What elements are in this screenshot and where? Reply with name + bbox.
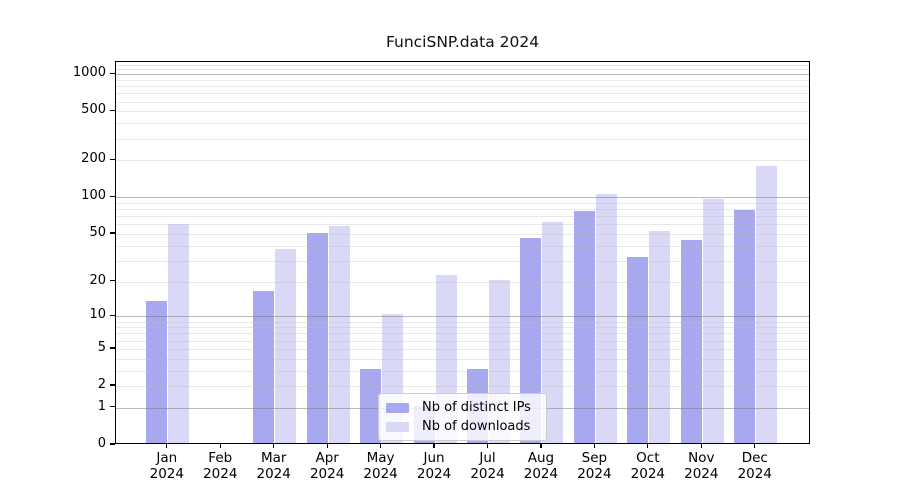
y-tick-mark-200 xyxy=(110,158,115,161)
x-tick-label-jan: Jan 2024 xyxy=(131,450,203,482)
x-tick-label-oct: Oct 2024 xyxy=(612,450,684,482)
x-tick-label-aug: Aug 2024 xyxy=(505,450,577,482)
legend-swatch-distinct-ips-icon xyxy=(386,402,409,413)
bar-nb-of-distinct-ips-sep xyxy=(573,210,595,443)
y-tick-label-10: 10 xyxy=(89,307,106,323)
x-tick-month: Jun xyxy=(423,450,445,466)
y-tick-mark-10 xyxy=(110,314,115,316)
bar-nb-of-distinct-ips-apr xyxy=(306,233,328,443)
y-tick-mark-1000 xyxy=(110,72,115,74)
x-tick-month: Feb xyxy=(208,450,233,466)
y-tick-label-1000: 1000 xyxy=(72,65,106,81)
bar-nb-of-distinct-ips-jan xyxy=(146,301,168,443)
bars-layer xyxy=(116,62,809,443)
x-tick-mark-jul xyxy=(486,444,489,448)
bar-nb-of-distinct-ips-mar xyxy=(253,291,275,443)
x-tick-year: 2024 xyxy=(470,465,505,482)
x-tick-label-may: May 2024 xyxy=(345,450,417,482)
y-tick-label-0: 0 xyxy=(97,436,106,451)
bar-nb-of-downloads-dec xyxy=(756,165,778,443)
legend-label-distinct-ips: Nb of distinct IPs xyxy=(422,400,531,415)
x-tick-label-apr: Apr 2024 xyxy=(291,450,363,482)
x-tick-month: Nov xyxy=(688,450,715,466)
y-tick-label-500: 500 xyxy=(81,102,106,118)
plot-area xyxy=(115,61,810,444)
legend-swatch-downloads-icon xyxy=(386,421,409,432)
bar-nb-of-downloads-mar xyxy=(275,249,297,443)
y-tick-label-2: 2 xyxy=(97,377,106,393)
y-tick-label-20: 20 xyxy=(89,272,106,288)
bar-nb-of-downloads-nov xyxy=(702,198,724,443)
x-tick-month: Dec xyxy=(741,450,768,466)
x-tick-label-dec: Dec 2024 xyxy=(719,450,791,482)
x-tick-year: 2024 xyxy=(416,465,452,482)
x-tick-year: 2024 xyxy=(203,465,238,482)
x-tick-label-mar: Mar 2024 xyxy=(238,450,310,482)
x-tick-month: Jan xyxy=(156,450,178,466)
x-tick-year: 2024 xyxy=(737,465,772,482)
chart-title: FunciSNP.data 2024 xyxy=(385,33,540,51)
x-tick-year: 2024 xyxy=(309,465,345,482)
x-tick-mark-jun xyxy=(433,444,435,448)
bar-nb-of-downloads-sep xyxy=(595,193,617,443)
x-tick-year: 2024 xyxy=(577,465,612,482)
x-tick-mark-jan xyxy=(166,444,168,448)
y-tick-mark-500 xyxy=(110,109,115,112)
bar-nb-of-distinct-ips-dec xyxy=(734,209,756,443)
bar-nb-of-distinct-ips-may xyxy=(360,368,382,443)
x-tick-year: 2024 xyxy=(523,465,559,482)
x-tick-mark-nov xyxy=(700,444,702,448)
x-tick-mark-oct xyxy=(647,444,649,448)
x-tick-mark-may xyxy=(379,444,382,448)
y-tick-mark-0 xyxy=(110,443,115,445)
x-tick-mark-dec xyxy=(754,444,756,448)
x-tick-month: May xyxy=(366,450,395,466)
legend: Nb of distinct IPs Nb of downloads xyxy=(378,393,547,441)
x-tick-label-jul: Jul 2024 xyxy=(452,450,524,482)
x-tick-year: 2024 xyxy=(630,465,666,482)
bar-nb-of-distinct-ips-nov xyxy=(680,240,702,443)
x-tick-month: Mar xyxy=(260,450,287,466)
bar-nb-of-downloads-aug xyxy=(542,222,564,443)
x-tick-year: 2024 xyxy=(256,465,291,482)
x-tick-label-jun: Jun 2024 xyxy=(398,450,470,482)
x-tick-year: 2024 xyxy=(684,465,719,482)
legend-label-downloads: Nb of downloads xyxy=(422,419,531,434)
y-tick-mark-50 xyxy=(110,232,115,234)
x-tick-year: 2024 xyxy=(363,465,398,482)
y-tick-mark-5 xyxy=(110,347,115,349)
x-tick-year: 2024 xyxy=(149,465,184,482)
bar-nb-of-distinct-ips-oct xyxy=(627,257,649,443)
legend-row-downloads: Nb of downloads xyxy=(386,418,538,435)
bar-nb-of-downloads-oct xyxy=(649,231,671,443)
x-tick-mark-feb xyxy=(219,444,221,448)
y-tick-label-100: 100 xyxy=(81,188,106,204)
y-tick-mark-1 xyxy=(110,406,115,408)
y-tick-label-200: 200 xyxy=(81,151,106,167)
x-tick-mark-aug xyxy=(540,444,542,448)
x-tick-mark-apr xyxy=(326,444,328,448)
y-tick-mark-100 xyxy=(110,195,115,198)
y-tick-label-1: 1 xyxy=(97,398,106,414)
bar-nb-of-downloads-apr xyxy=(328,226,350,443)
x-tick-month: Apr xyxy=(315,450,339,466)
bar-nb-of-distinct-ips-aug xyxy=(520,237,542,443)
x-tick-month: Jul xyxy=(479,450,496,466)
legend-row-distinct-ips: Nb of distinct IPs xyxy=(386,399,538,416)
x-tick-mark-sep xyxy=(593,444,596,448)
x-tick-month: Oct xyxy=(636,450,660,466)
y-tick-label-50: 50 xyxy=(89,225,106,241)
x-tick-month: Sep xyxy=(581,450,608,466)
x-tick-label-nov: Nov 2024 xyxy=(665,450,737,482)
x-tick-label-feb: Feb 2024 xyxy=(184,450,256,482)
y-tick-mark-2 xyxy=(110,384,115,386)
y-tick-label-5: 5 xyxy=(97,339,106,355)
x-tick-month: Aug xyxy=(527,450,555,466)
bar-nb-of-downloads-jan xyxy=(168,224,190,443)
x-tick-mark-mar xyxy=(273,444,275,448)
x-tick-label-sep: Sep 2024 xyxy=(558,450,630,482)
y-tick-mark-20 xyxy=(110,279,115,282)
